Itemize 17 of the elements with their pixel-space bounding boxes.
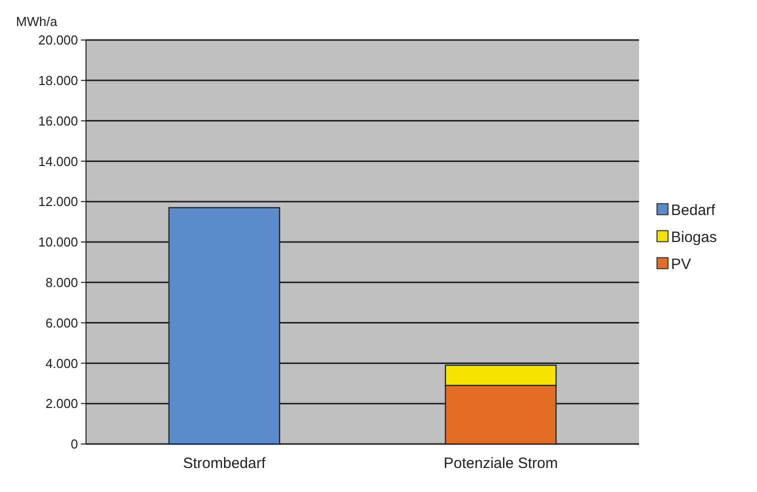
y-tick-label: 20.000	[38, 32, 78, 48]
y-tick-label: 10.000	[38, 234, 78, 250]
legend-label: Bedarf	[671, 202, 716, 219]
y-tick-label: 16.000	[38, 113, 78, 128]
y-tick-label: 4.000	[45, 356, 78, 371]
y-tick-label: 18.000	[38, 72, 78, 88]
y-tick-label: 14.000	[38, 154, 78, 169]
y-tick-label: 6.000	[45, 315, 78, 330]
y-tick-label: 12.000	[38, 194, 78, 210]
y-tick-label: 0	[70, 436, 78, 452]
y-axis-title: MWh/a	[16, 14, 58, 29]
y-tick-label: 8.000	[45, 274, 78, 290]
x-tick-label: Strombedarf	[182, 455, 266, 472]
y-tick-label: 2.000	[45, 396, 78, 412]
legend-label: PV	[671, 256, 692, 273]
legend-label: Biogas	[671, 228, 717, 246]
x-tick-label: Potenziale Strom	[444, 455, 558, 472]
